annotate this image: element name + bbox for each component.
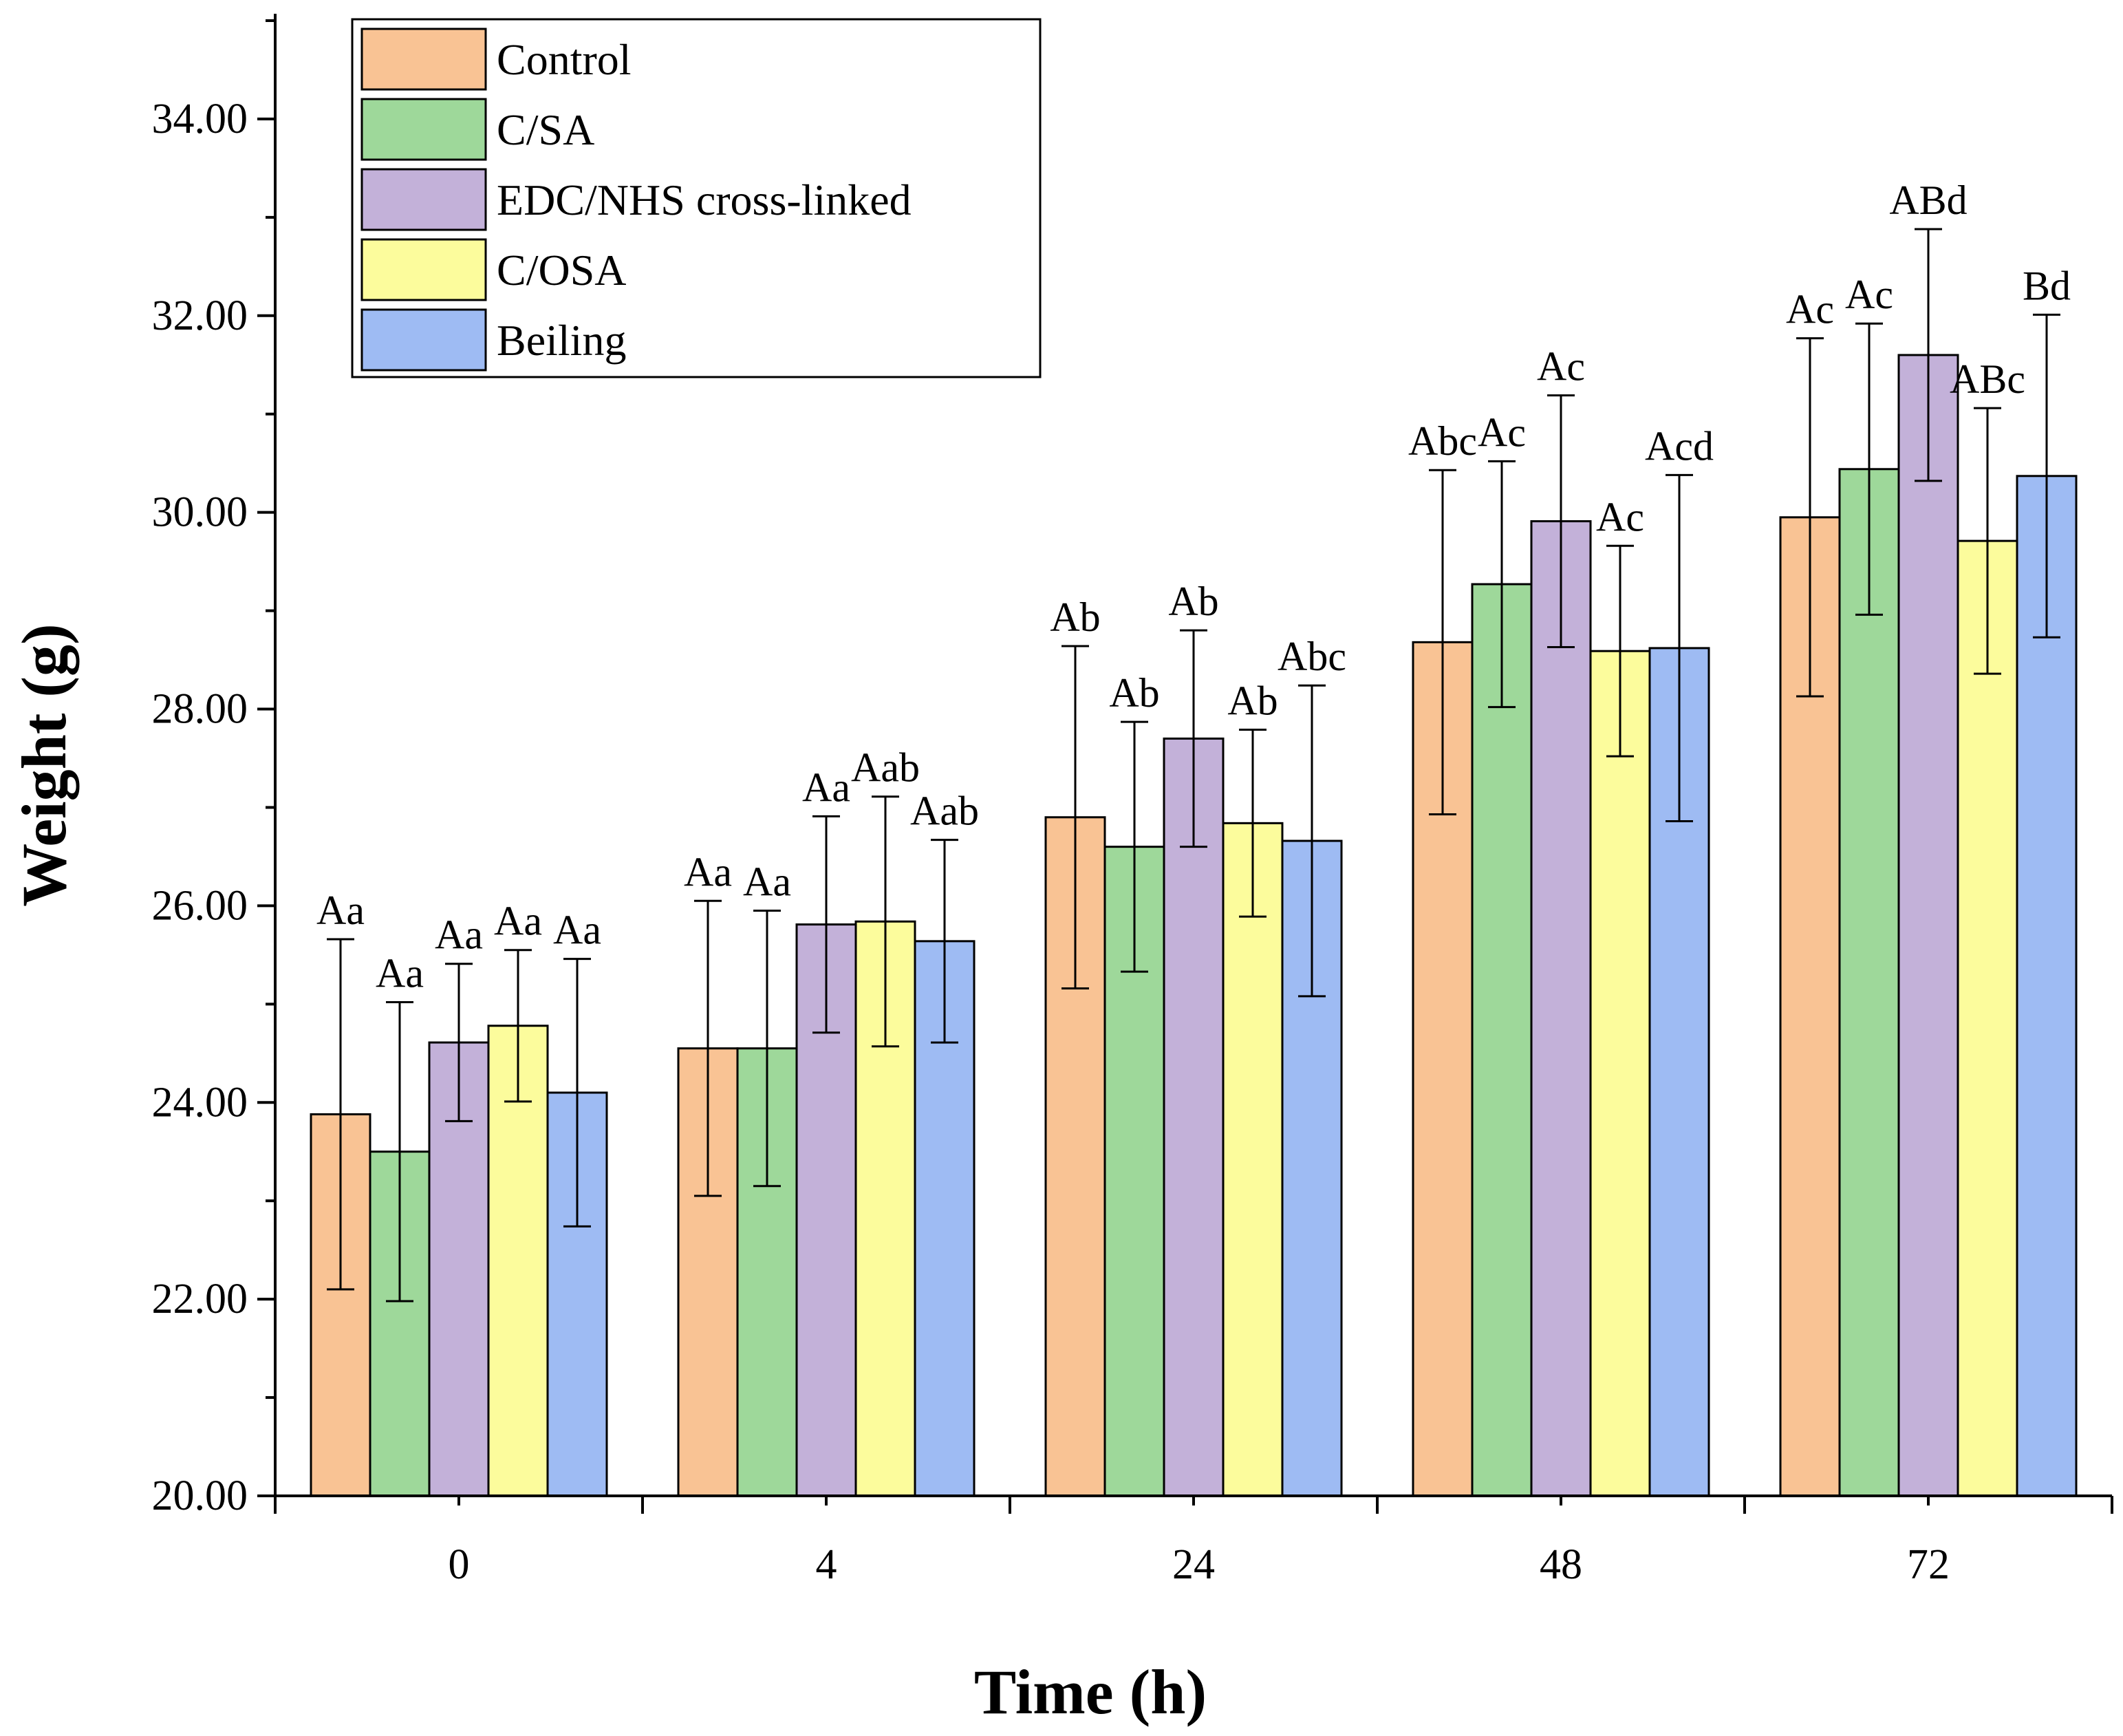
legend-swatch xyxy=(360,168,487,231)
bar xyxy=(1838,468,1900,1497)
significance-label: Aa xyxy=(684,849,732,894)
y-tick-label: 32.00 xyxy=(152,292,248,339)
y-tick-label: 26.00 xyxy=(152,882,248,929)
x-axis-title: Time (h) xyxy=(974,1657,1207,1727)
significance-label: Aa xyxy=(435,912,483,958)
significance-label: Aa xyxy=(802,764,850,810)
significance-label: Ac xyxy=(1478,409,1526,455)
legend: Control C/SA EDC/NHS cross-linked C/OSA Beil… xyxy=(351,18,1042,378)
x-tick-label: 4 xyxy=(816,1541,837,1588)
significance-label: Aa xyxy=(376,950,424,996)
bar xyxy=(1222,822,1284,1497)
error-bars-layer xyxy=(327,228,2060,1303)
y-tick-label: 24.00 xyxy=(152,1079,248,1126)
x-tick-label: 0 xyxy=(449,1541,470,1588)
x-tick-label: 24 xyxy=(1172,1541,1215,1588)
y-axis-title: Weight (g) xyxy=(9,623,79,906)
x-tick-label: 48 xyxy=(1540,1541,1582,1588)
significance-label: Ac xyxy=(1537,344,1585,389)
significance-label: Aa xyxy=(494,899,542,944)
bar xyxy=(1589,650,1651,1497)
bar xyxy=(487,1025,549,1497)
bar xyxy=(1163,737,1225,1497)
significance-label: Aa xyxy=(743,859,791,905)
legend-label: C/OSA xyxy=(497,246,627,294)
significance-labels-layer: AaAaAbAbcAcAaAaAbAcAcAaAaAbAcABdAaAabAbA… xyxy=(316,178,2071,996)
legend-swatch xyxy=(360,98,487,161)
significance-label: Ac xyxy=(1786,287,1834,332)
bar xyxy=(2016,475,2078,1497)
significance-label: Ab xyxy=(1227,678,1278,724)
significance-label: Acd xyxy=(1645,423,1714,469)
significance-label: Bd xyxy=(2023,263,2071,308)
legend-label: EDC/NHS cross-linked xyxy=(497,175,912,224)
legend-swatch xyxy=(360,238,487,301)
significance-label: Abc xyxy=(1408,418,1477,464)
significance-label: Abc xyxy=(1278,634,1346,679)
y-tick-label: 28.00 xyxy=(152,686,248,733)
legend-label: C/SA xyxy=(497,105,594,154)
significance-label: ABc xyxy=(1950,356,2025,402)
bar xyxy=(1471,583,1533,1497)
legend-swatch xyxy=(360,308,487,372)
significance-label: Aab xyxy=(851,745,920,791)
x-tick-label: 72 xyxy=(1907,1541,1950,1588)
legend-swatch xyxy=(360,28,487,91)
bar xyxy=(1957,539,2018,1497)
significance-label: ABd xyxy=(1889,178,1967,223)
legend-label: Control xyxy=(497,35,632,84)
significance-label: Ab xyxy=(1168,579,1218,624)
bar xyxy=(1530,520,1592,1497)
significance-label: Aa xyxy=(553,908,601,953)
y-tick-label: 30.00 xyxy=(152,489,248,536)
significance-label: Aa xyxy=(316,888,365,933)
y-tick-label: 34.00 xyxy=(152,96,248,142)
significance-label: Ab xyxy=(1109,670,1159,716)
significance-label: Ac xyxy=(1596,494,1644,539)
axes-layer: 20.00 22.00 24.00 26.00 28.00 30.00 32.00 34.00… xyxy=(152,14,2113,1588)
bar xyxy=(1897,354,1959,1497)
legend-label: Beiling xyxy=(497,316,626,365)
significance-label: Ab xyxy=(1050,594,1100,640)
significance-label: Ac xyxy=(1845,272,1893,317)
y-tick-label: 20.00 xyxy=(152,1472,248,1519)
bar xyxy=(854,920,916,1497)
y-tick-label: 22.00 xyxy=(152,1276,248,1322)
significance-label: Aab xyxy=(910,789,979,834)
